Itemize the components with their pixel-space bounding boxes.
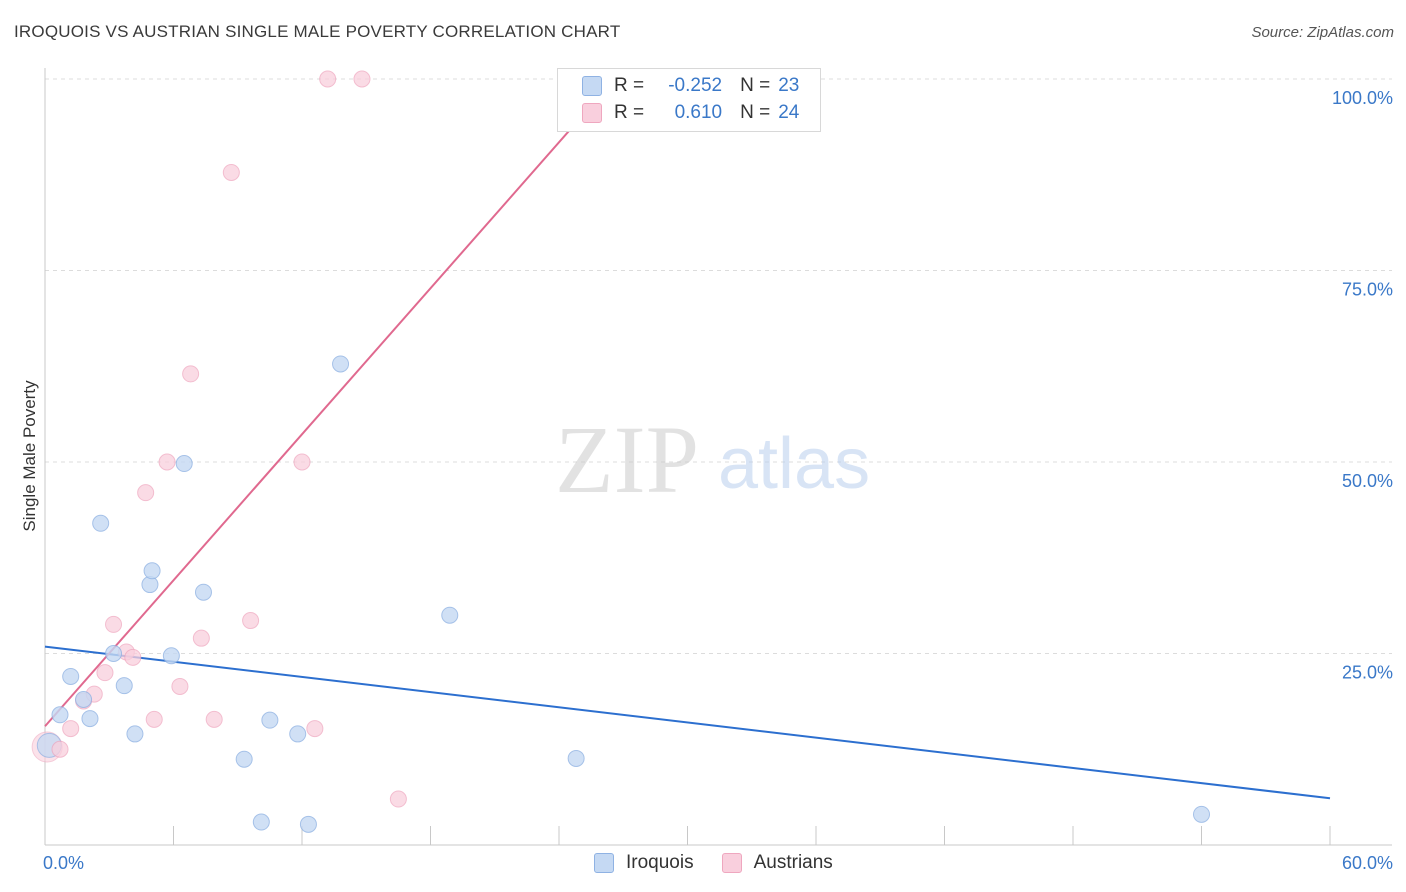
point-iroquois	[162, 647, 180, 665]
trend-line-austrians	[44, 78, 616, 727]
point-austrians	[145, 710, 163, 728]
gridlines	[45, 78, 1392, 654]
axes	[44, 68, 1392, 846]
correlation-legend: R = -0.252 N = 23 R = 0.610 N = 24	[557, 68, 821, 132]
point-austrians	[293, 453, 311, 471]
y-tick-label: 50.0%	[1342, 471, 1393, 491]
point-iroquois	[235, 750, 253, 768]
point-austrians	[306, 720, 324, 738]
series-label-austrians: Austrians	[753, 852, 833, 873]
y-tick-label: 75.0%	[1342, 280, 1393, 300]
point-iroquois	[92, 514, 110, 532]
legend-r-value: -0.252	[668, 75, 723, 96]
point-iroquois	[252, 813, 270, 831]
point-iroquois	[332, 355, 350, 373]
legend-n-label: N =	[740, 75, 771, 96]
point-austrians	[62, 720, 80, 738]
series-legend-austrians[interactable]: Austrians	[721, 852, 833, 874]
legend-r-label: R =	[614, 102, 645, 123]
point-iroquois	[115, 677, 133, 695]
point-austrians	[124, 648, 142, 666]
legend-n-value: 23	[778, 75, 800, 96]
point-austrians	[205, 710, 223, 728]
point-iroquois	[143, 562, 161, 580]
legend-row-iroquois: R = -0.252 N = 23	[582, 74, 799, 98]
point-austrians	[137, 484, 155, 502]
point-iroquois	[81, 710, 99, 728]
point-iroquois	[75, 690, 93, 708]
point-iroquois	[175, 455, 193, 473]
watermark: ZIP atlas	[555, 406, 870, 513]
y-tick-label: 25.0%	[1342, 663, 1393, 683]
point-iroquois	[62, 667, 80, 685]
point-iroquois	[126, 725, 144, 743]
point-iroquois	[1193, 805, 1210, 823]
point-iroquois	[51, 706, 69, 724]
point-austrians	[242, 612, 260, 630]
point-iroquois	[194, 583, 212, 601]
legend-n-value: 24	[778, 102, 800, 123]
series-swatch-iroquois	[594, 853, 614, 873]
legend-r-label: R =	[614, 75, 645, 96]
point-austrians	[222, 163, 240, 181]
watermark-atlas: atlas	[718, 424, 870, 504]
point-austrians	[353, 70, 371, 88]
point-iroquois	[441, 606, 459, 624]
point-austrians	[51, 740, 69, 758]
point-iroquois	[567, 749, 585, 767]
legend-r-value: 0.610	[674, 102, 723, 123]
legend-row-austrians: R = 0.610 N = 24	[582, 101, 799, 125]
point-austrians	[389, 790, 407, 808]
point-austrians	[182, 365, 200, 383]
watermark-zip: ZIP	[555, 406, 699, 513]
tick-labels: 25.0% 50.0% 75.0% 100.0% 0.0% 60.0%	[43, 88, 1393, 873]
series-legend: Iroquois Austrians	[594, 852, 861, 874]
point-austrians	[96, 664, 114, 682]
x-tick-label: 0.0%	[43, 853, 84, 873]
point-austrians	[171, 677, 189, 695]
legend-n-label: N =	[740, 102, 771, 123]
point-austrians	[158, 453, 176, 471]
trend-lines	[44, 78, 1331, 800]
x-tick-label: 60.0%	[1342, 853, 1393, 873]
y-axis-label: Single Male Poverty	[20, 380, 39, 532]
series-swatch-austrians	[721, 853, 742, 873]
point-iroquois	[105, 645, 123, 662]
data-points	[31, 70, 1210, 833]
legend-swatch-iroquois	[582, 76, 602, 96]
y-tick-label: 100.0%	[1332, 88, 1393, 108]
trend-line-iroquois	[44, 645, 1331, 800]
source-label: Source: ZipAtlas.com	[1251, 24, 1394, 41]
series-legend-iroquois[interactable]: Iroquois	[594, 852, 694, 874]
point-austrians	[319, 70, 337, 88]
legend-swatch-austrians	[582, 103, 602, 123]
point-iroquois	[261, 711, 279, 729]
point-iroquois	[289, 725, 307, 743]
point-austrians	[192, 629, 210, 647]
chart-title: IROQUOIS VS AUSTRIAN SINGLE MALE POVERTY…	[14, 22, 621, 41]
point-iroquois	[299, 815, 317, 833]
point-austrians	[105, 615, 123, 633]
series-label-iroquois: Iroquois	[626, 852, 694, 873]
